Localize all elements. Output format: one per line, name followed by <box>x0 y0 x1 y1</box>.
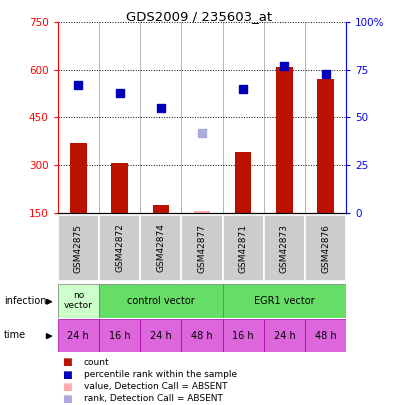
Bar <box>99 319 140 352</box>
Text: GSM42873: GSM42873 <box>280 224 289 273</box>
Text: GSM42875: GSM42875 <box>74 224 83 273</box>
Bar <box>181 319 222 352</box>
Text: 24 h: 24 h <box>150 331 172 341</box>
Bar <box>235 152 252 213</box>
Text: 24 h: 24 h <box>67 331 89 341</box>
Bar <box>264 215 305 281</box>
Bar <box>264 319 305 352</box>
Text: 48 h: 48 h <box>191 331 213 341</box>
Text: GSM42876: GSM42876 <box>321 224 330 273</box>
Bar <box>222 284 346 318</box>
Text: GSM42871: GSM42871 <box>239 224 248 273</box>
Bar <box>99 215 140 281</box>
Bar <box>222 215 264 281</box>
Text: EGR1 vector: EGR1 vector <box>254 296 315 306</box>
Text: time: time <box>4 330 26 340</box>
Text: GSM42874: GSM42874 <box>156 224 165 273</box>
Text: infection: infection <box>4 296 47 305</box>
Bar <box>181 215 222 281</box>
Text: GSM42877: GSM42877 <box>197 224 207 273</box>
Bar <box>194 211 210 213</box>
Text: ■: ■ <box>62 382 71 392</box>
Bar <box>58 284 99 318</box>
Text: 48 h: 48 h <box>315 331 336 341</box>
Text: no
vector: no vector <box>64 291 93 310</box>
Bar <box>152 205 169 213</box>
Bar <box>70 143 87 213</box>
Bar <box>140 215 181 281</box>
Bar <box>111 164 128 213</box>
Bar <box>58 319 99 352</box>
Text: count: count <box>84 358 109 367</box>
Text: GSM42872: GSM42872 <box>115 224 124 273</box>
Bar <box>58 215 99 281</box>
Bar <box>140 319 181 352</box>
Bar <box>276 67 293 213</box>
Bar <box>305 319 346 352</box>
Text: value, Detection Call = ABSENT: value, Detection Call = ABSENT <box>84 382 227 391</box>
Text: control vector: control vector <box>127 296 195 306</box>
Text: GDS2009 / 235603_at: GDS2009 / 235603_at <box>126 10 272 23</box>
Text: ■: ■ <box>62 358 71 367</box>
Bar <box>222 319 264 352</box>
Text: ■: ■ <box>62 370 71 379</box>
Text: 16 h: 16 h <box>232 331 254 341</box>
Text: 16 h: 16 h <box>109 331 131 341</box>
Text: rank, Detection Call = ABSENT: rank, Detection Call = ABSENT <box>84 394 222 403</box>
Text: 24 h: 24 h <box>273 331 295 341</box>
Bar <box>318 79 334 213</box>
Text: percentile rank within the sample: percentile rank within the sample <box>84 370 237 379</box>
Bar <box>99 284 222 318</box>
Text: ■: ■ <box>62 394 71 404</box>
Bar <box>305 215 346 281</box>
